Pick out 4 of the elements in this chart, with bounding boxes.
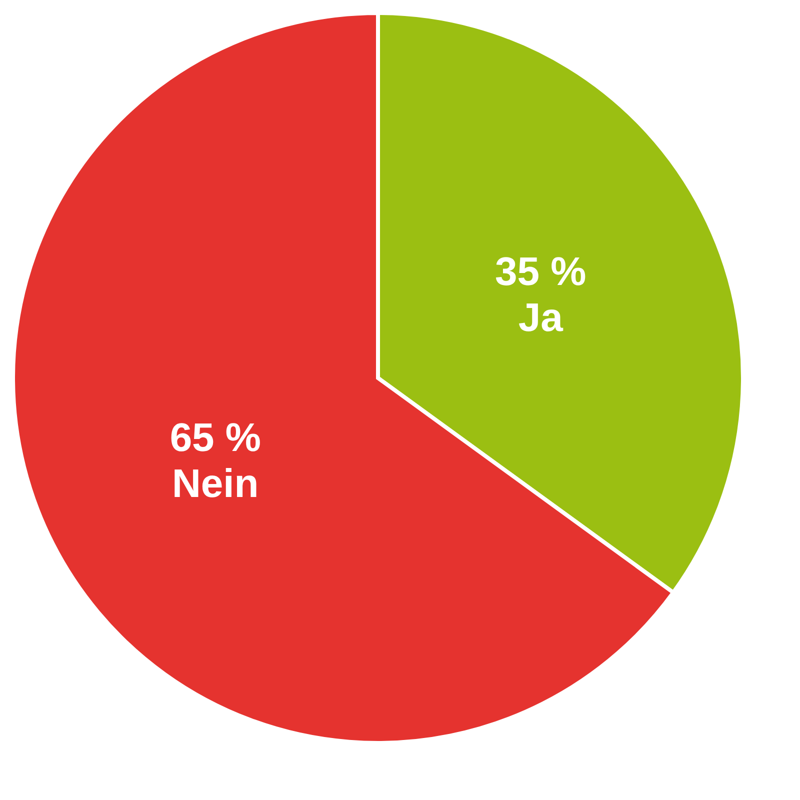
data-label: 35 % bbox=[495, 250, 586, 294]
slice-label: Nein bbox=[172, 462, 259, 506]
slice-label: Ja bbox=[518, 296, 564, 340]
data-label: 65 % bbox=[170, 416, 261, 460]
